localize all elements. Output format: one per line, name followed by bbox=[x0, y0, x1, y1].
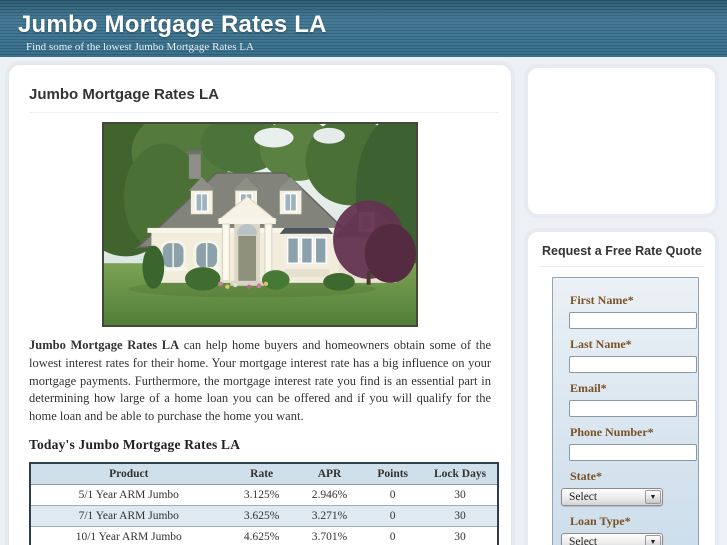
table-row: 7/1 Year ARM Jumbo 3.625% 3.271% 0 30 bbox=[30, 505, 498, 527]
intro-bold-lead: Jumbo Mortgage Rates LA bbox=[29, 338, 180, 352]
state-label: State* bbox=[570, 469, 602, 483]
cell-apr: 2.946% bbox=[296, 484, 363, 506]
house-illustration bbox=[68, 109, 445, 325]
first-name-input[interactable] bbox=[569, 312, 697, 329]
col-header-product: Product bbox=[30, 462, 227, 485]
email-input[interactable] bbox=[569, 400, 697, 417]
col-header-lock-days: Lock Days bbox=[423, 462, 498, 485]
rates-heading: Today's Jumbo Mortgage Rates LA bbox=[29, 436, 241, 452]
cell-rate: 4.625% bbox=[226, 526, 297, 545]
loan-type-label: Loan Type* bbox=[570, 514, 631, 528]
site-title: Jumbo Mortgage Rates LA bbox=[18, 11, 327, 38]
house-photo bbox=[68, 109, 445, 327]
state-select[interactable]: Select ▼ bbox=[561, 488, 663, 506]
cell-lock-days: 30 bbox=[423, 526, 498, 545]
first-name-label: First Name* bbox=[570, 293, 634, 307]
cell-points: 0 bbox=[362, 505, 424, 527]
heading-divider bbox=[29, 112, 499, 113]
chevron-down-icon: ▼ bbox=[649, 539, 657, 545]
col-header-apr: APR bbox=[296, 462, 363, 485]
chevron-down-icon: ▼ bbox=[649, 494, 657, 501]
cell-product: 5/1 Year ARM Jumbo bbox=[30, 484, 227, 506]
cell-apr: 3.271% bbox=[296, 505, 363, 527]
main-card: Jumbo Mortgage Rates LA bbox=[8, 64, 512, 545]
col-header-points: Points bbox=[362, 462, 424, 485]
table-row: 10/1 Year ARM Jumbo 4.625% 3.701% 0 30 bbox=[30, 526, 498, 545]
cell-points: 0 bbox=[362, 526, 424, 545]
intro-paragraph: Jumbo Mortgage Rates LA can help home bu… bbox=[29, 337, 491, 426]
cell-rate: 3.125% bbox=[226, 484, 297, 506]
loan-type-select-value: Select bbox=[569, 536, 598, 545]
cell-points: 0 bbox=[362, 484, 424, 506]
quote-form-panel: First Name* Last Name* Email* Phone Numb… bbox=[552, 277, 699, 545]
state-select-value: Select bbox=[569, 491, 598, 503]
sidebar: Request a Free Rate Quote First Name* La… bbox=[524, 64, 719, 545]
state-select-button[interactable]: ▼ bbox=[645, 490, 661, 504]
cell-lock-days: 30 bbox=[423, 484, 498, 506]
phone-number-label: Phone Number* bbox=[570, 425, 654, 439]
quote-heading: Request a Free Rate Quote bbox=[542, 244, 702, 258]
site-header: Jumbo Mortgage Rates LA Find some of the… bbox=[0, 0, 727, 57]
site-subtitle: Find some of the lowest Jumbo Mortgage R… bbox=[26, 41, 254, 53]
cell-product: 7/1 Year ARM Jumbo bbox=[30, 505, 227, 527]
photo-wrap bbox=[21, 109, 499, 330]
cell-rate: 3.625% bbox=[226, 505, 297, 527]
table-row: 5/1 Year ARM Jumbo 3.125% 2.946% 0 30 bbox=[30, 484, 498, 506]
page-layout: Jumbo Mortgage Rates LA bbox=[0, 57, 727, 545]
loan-type-select[interactable]: Select ▼ bbox=[561, 533, 663, 545]
intro-text: can help home buyers and homeowners obta… bbox=[29, 338, 492, 423]
cell-apr: 3.701% bbox=[296, 526, 363, 545]
rates-table: Product Rate APR Points Lock Days 5/1 Ye… bbox=[29, 461, 499, 545]
last-name-input[interactable] bbox=[569, 356, 697, 373]
email-label: Email* bbox=[570, 381, 607, 395]
last-name-label: Last Name* bbox=[570, 337, 632, 351]
cell-product: 10/1 Year ARM Jumbo bbox=[30, 526, 227, 545]
ad-placeholder-box bbox=[524, 64, 719, 218]
loan-type-select-button[interactable]: ▼ bbox=[645, 535, 661, 545]
table-header-row: Product Rate APR Points Lock Days bbox=[30, 462, 498, 485]
phone-number-input[interactable] bbox=[569, 444, 697, 461]
col-header-rate: Rate bbox=[226, 462, 297, 485]
quote-card: Request a Free Rate Quote First Name* La… bbox=[524, 228, 719, 545]
cell-lock-days: 30 bbox=[423, 505, 498, 527]
page-title: Jumbo Mortgage Rates LA bbox=[29, 86, 220, 103]
quote-divider bbox=[540, 266, 703, 267]
